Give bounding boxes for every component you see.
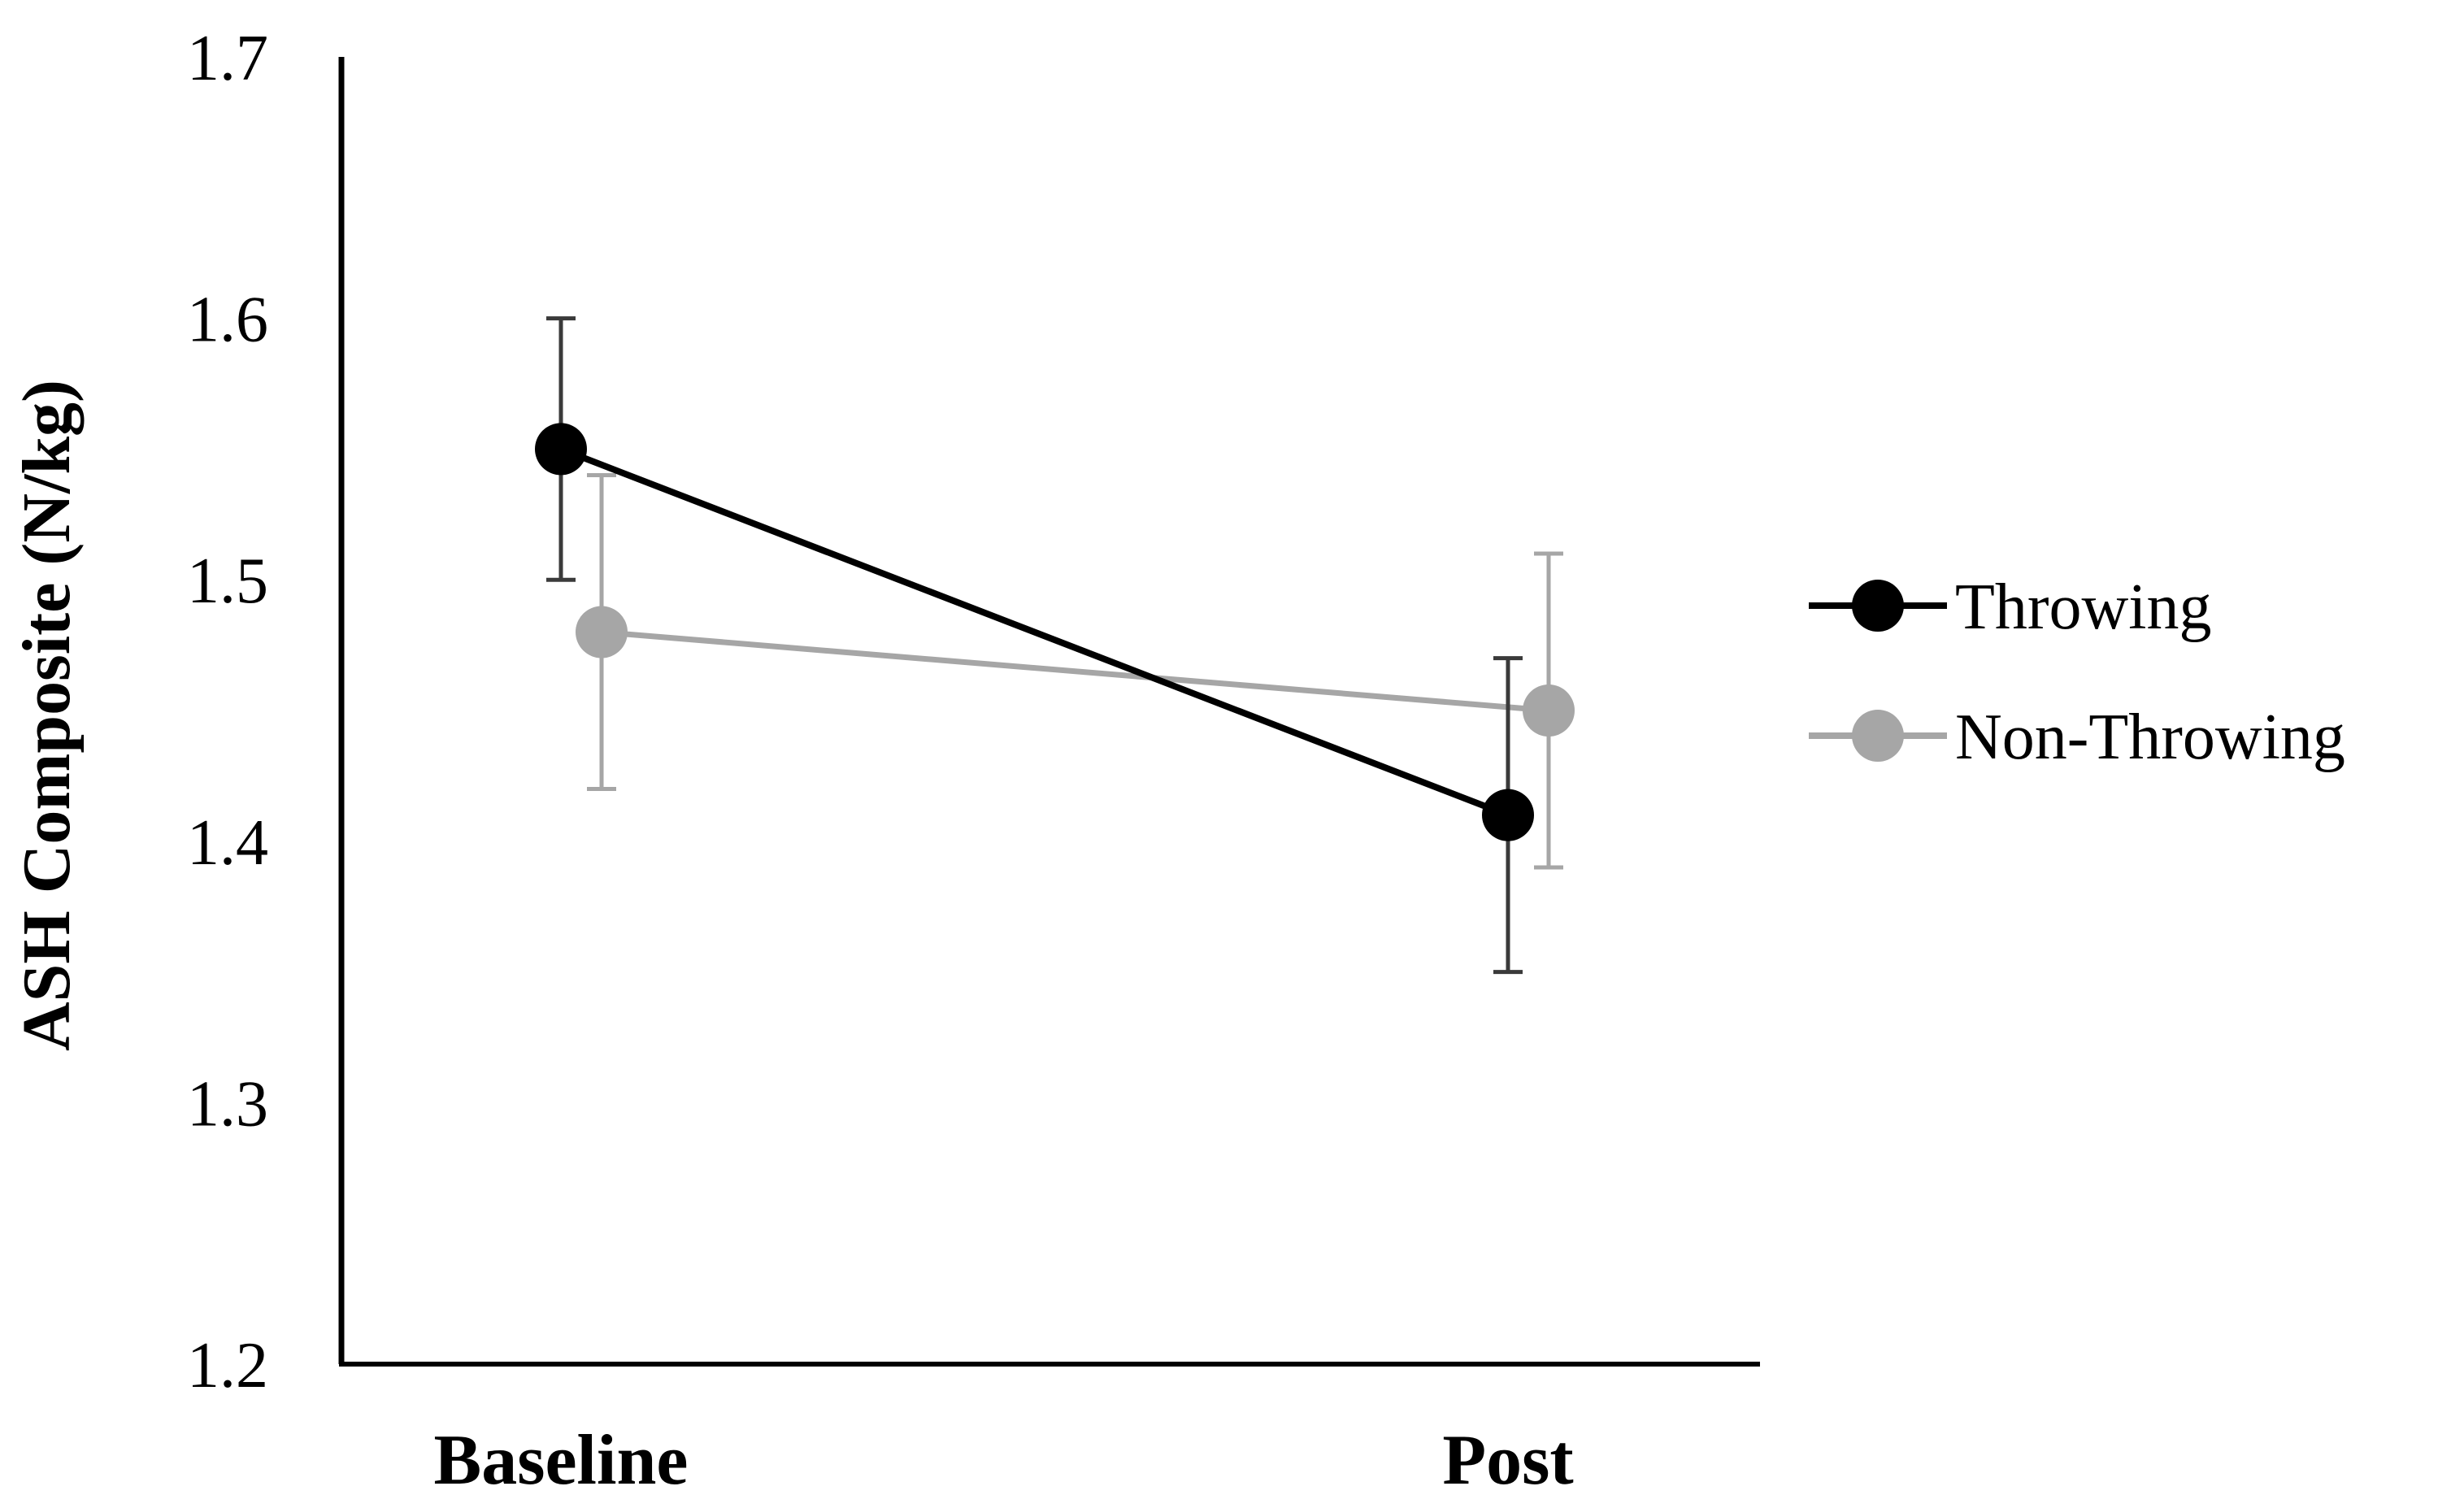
y-tick-label: 1.6 [187, 285, 268, 356]
plot-area: 1.2 1.3 1.4 1.5 1.6 1.7 Baseline Post [187, 23, 1760, 1500]
legend-item[interactable]: Throwing [1809, 571, 2212, 643]
y-tick-label: 1.3 [187, 1068, 268, 1140]
legend-marker [1852, 580, 1904, 632]
legend[interactable]: Throwing Non-Throwing [1809, 571, 2345, 773]
legend-label: Throwing [1955, 571, 2212, 643]
y-axis-title: ASH Composite (N/kg) [9, 380, 85, 1051]
data-point[interactable] [1482, 789, 1534, 841]
legend-item[interactable]: Non-Throwing [1809, 702, 2345, 773]
data-point[interactable] [535, 423, 587, 476]
x-category-labels: Baseline Post [434, 1421, 1574, 1500]
x-category-label: Post [1442, 1421, 1573, 1500]
y-tick-label: 1.2 [187, 1330, 268, 1402]
y-tick-label: 1.4 [187, 807, 268, 879]
data-point[interactable] [1523, 684, 1575, 737]
legend-marker [1852, 710, 1904, 762]
y-tick-labels: 1.2 1.3 1.4 1.5 1.6 1.7 [187, 23, 268, 1402]
series-layer [535, 316, 1575, 975]
series-non-throwing [576, 473, 1575, 870]
x-category-label: Baseline [434, 1421, 689, 1500]
y-tick-label: 1.7 [187, 23, 268, 94]
series-throwing [535, 316, 1534, 975]
legend-label: Non-Throwing [1955, 702, 2345, 773]
series-line [601, 629, 1549, 714]
y-tick-label: 1.5 [187, 545, 268, 617]
series-line [559, 445, 1510, 819]
data-point[interactable] [576, 606, 628, 658]
